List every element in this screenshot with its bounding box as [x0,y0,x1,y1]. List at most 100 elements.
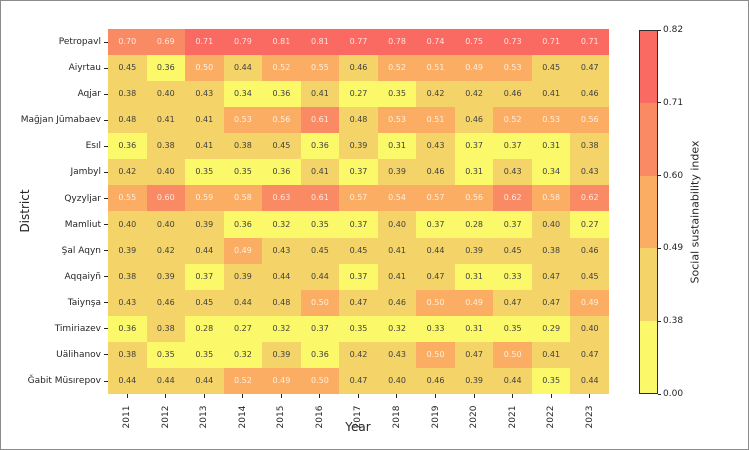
heatmap-cell: 0.41 [146,107,186,134]
heatmap-cell: 0.37 [185,263,224,290]
y-tick: Ğabit Müsırepov [1,368,108,394]
heatmap-cell: 0.37 [493,211,532,238]
heatmap-cell: 0.35 [146,341,186,368]
y-tick-label: Şal Aqyn [61,245,101,256]
x-axis-title: Year [345,420,371,434]
heatmap-cell: 0.46 [416,159,455,186]
heatmap-cell: 0.36 [300,133,340,160]
heatmap-cell: 0.46 [339,55,378,82]
colorbar-segment [640,248,657,321]
heatmap-cell: 0.40 [377,367,417,394]
x-tick: 2021 [493,394,532,438]
heatmap-cell: 0.31 [531,133,571,160]
heatmap-cell: 0.74 [416,29,455,56]
heatmap-cell: 0.71 [570,29,609,56]
heatmap-cell: 0.41 [300,81,340,108]
heatmap-cell: 0.36 [300,341,340,368]
heatmap-cell: 0.47 [531,263,571,290]
heatmap-cell: 0.41 [185,133,224,160]
heatmap-cell: 0.73 [493,29,532,56]
y-tick-label: Ğabit Müsırepov [27,376,101,387]
heatmap-cell: 0.48 [262,289,301,316]
heatmap-cell: 0.33 [493,263,532,290]
x-tick-mark [512,394,514,398]
heatmap-cell: 0.35 [185,159,224,186]
x-tick: 2019 [416,394,455,438]
colorbar-tick: 0.82 [658,25,683,35]
colorbar-tick-label: 0.38 [663,316,684,327]
heatmap-cell: 0.41 [531,81,571,108]
heatmap-cell: 0.57 [339,185,378,212]
x-tick-label: 2012 [160,405,171,429]
heatmap-cell: 0.60 [146,185,186,212]
heatmap-cell: 0.55 [108,185,147,212]
heatmap-cell: 0.40 [531,211,571,238]
y-tick-label: Uälihanov [56,349,101,360]
x-tick-label: 2019 [430,405,441,429]
heatmap-cell: 0.40 [146,159,186,186]
heatmap-cell: 0.36 [146,55,186,82]
colorbar-tick-label: 0.00 [663,389,684,399]
heatmap-cell: 0.27 [570,211,609,238]
heatmap-cell: 0.27 [223,315,263,342]
y-tick-mark [104,328,108,330]
heatmap-cell: 0.38 [146,133,186,160]
y-tick: Jambyl [1,159,108,185]
heatmap-cell: 0.47 [570,341,609,368]
heatmap-cell: 0.31 [454,315,494,342]
heatmap-cell: 0.63 [262,185,301,212]
heatmap-cell: 0.42 [339,341,378,368]
heatmap-cell: 0.53 [531,107,571,134]
heatmap-cell: 0.44 [146,367,186,394]
y-axis-tick-labels: Petropavl Aiyrtau Aqjar Mağjan Jūmabaev Esıl… [1,29,108,394]
heatmap-cell: 0.27 [339,81,378,108]
heatmap-cell: 0.41 [377,237,417,264]
heatmap-cell: 0.37 [339,211,378,238]
x-tick-label: 2013 [199,405,210,429]
heatmap-cell: 0.28 [185,315,224,342]
y-tick: Aqqaiyñ [1,264,108,290]
heatmap-cell: 0.58 [531,185,571,212]
x-tick: 2013 [185,394,224,438]
heatmap-cell: 0.46 [416,367,455,394]
heatmap-cell: 0.62 [493,185,532,212]
x-tick-label: 2021 [507,405,518,429]
x-tick-label: 2014 [237,405,248,429]
heatmap-cell: 0.43 [377,341,417,368]
heatmap-cell: 0.36 [262,159,301,186]
heatmap-cell: 0.81 [262,29,301,56]
colorbar-tick-mark [658,247,661,249]
heatmap-cell: 0.55 [300,55,340,82]
heatmap-cell: 0.37 [300,315,340,342]
heatmap-cell: 0.40 [146,81,186,108]
x-tick-mark [589,394,591,398]
heatmap-cell: 0.44 [300,263,340,290]
heatmap-cell: 0.36 [262,81,301,108]
heatmap-cell: 0.44 [223,289,263,316]
y-tick: Aqjar [1,81,108,107]
colorbar-segment [640,320,657,394]
x-tick: 2020 [455,394,494,438]
x-tick-mark [319,394,321,398]
heatmap-cell: 0.70 [108,29,147,56]
x-tick: 2015 [262,394,301,438]
colorbar-tick-label: 0.60 [663,170,684,181]
y-tick-mark [104,250,108,252]
heatmap-cell: 0.46 [493,81,532,108]
heatmap-cell: 0.43 [493,159,532,186]
y-tick-label: Esıl [85,141,101,152]
heatmap-cell: 0.44 [185,367,224,394]
x-tick-label: 2022 [546,405,557,429]
y-tick-mark [104,198,108,199]
heatmap-cell: 0.47 [531,289,571,316]
heatmap-cell: 0.29 [531,315,571,342]
heatmap-cell: 0.52 [262,55,301,82]
heatmap-cell: 0.53 [223,107,263,134]
x-tick: 2018 [378,394,417,438]
heatmap-cell: 0.50 [300,367,340,394]
heatmap-cell: 0.35 [531,367,571,394]
y-tick-mark [104,276,108,278]
x-tick-mark [203,394,205,398]
x-tick: 2023 [570,394,609,438]
